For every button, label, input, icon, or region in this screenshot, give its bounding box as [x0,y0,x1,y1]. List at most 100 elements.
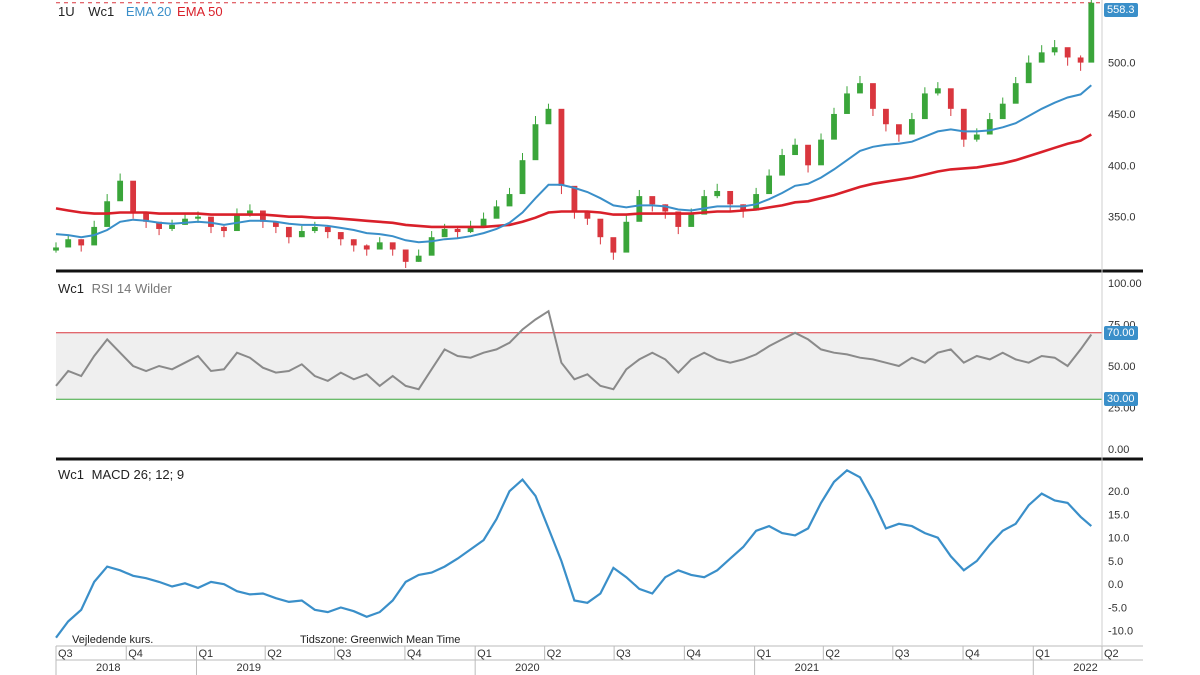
last-price-tag: 558.3 [1104,3,1138,17]
candle [117,173,124,202]
macd-tick-label: 15.0 [1108,509,1129,521]
candle-body [701,196,708,215]
candle-body [1025,62,1032,84]
candle-body [688,214,695,227]
rsi-lower-tag: 30.00 [1104,392,1138,406]
candle-body [805,144,811,166]
candle [870,83,876,117]
candle [363,244,370,256]
candle-body [208,216,214,227]
rsi-band [56,332,1102,400]
symbol-label[interactable]: Wc1 [88,4,115,19]
candle [1038,45,1045,63]
candle-body [999,103,1006,120]
macd-indicator-label[interactable]: MACD 26; 12; 9 [91,467,185,482]
candle-body [623,221,630,253]
rsi-legend: Wc1 RSI 14 Wilder [58,281,172,296]
candle [558,108,565,195]
candle [960,108,967,147]
time-axis[interactable]: Q3 Q4 Q1 Q2 Q3 Q4 Q1 Q2 Q3 Q4 Q1 Q2 Q3 Q4 Q1 Q2 2018 2019… [55,645,1143,675]
ema50-legend[interactable]: EMA 50 [177,4,223,19]
quarter-label: Q2 [825,648,840,660]
ema20-legend[interactable]: EMA 20 [125,4,172,19]
candle [934,82,941,96]
candle-body [883,108,889,125]
candle-body [117,180,124,202]
candle [883,108,889,132]
quarter-label: Q2 [1104,648,1119,660]
macd-tick-label: 20.0 [1108,486,1129,498]
macd-panel[interactable]: -10.0 -5.0 0.0 5.0 10.0 15.0 20.0 [55,468,1133,639]
candle-body [571,185,578,212]
candle [727,190,734,212]
candle-body [260,210,266,222]
candle-body [350,239,357,246]
candle-body [636,196,643,222]
candle-body [506,194,513,207]
candle-body [480,218,487,227]
candle [285,226,292,244]
candle [156,221,162,236]
candle-body [1064,47,1071,58]
candle-body [65,239,72,248]
candle-body [597,218,604,238]
candle [311,221,318,234]
quarter-label: Q1 [757,648,772,660]
candle [545,103,552,125]
ema20-line [55,84,1092,244]
candle-body [921,93,928,120]
candle-body [493,206,500,219]
candle [104,194,111,227]
candle [337,232,344,246]
candle [753,187,760,211]
candle [78,239,85,252]
rsi-tick-label: 0.00 [1108,444,1129,456]
candle [896,124,902,142]
candle-body [428,237,435,256]
candle [623,215,630,253]
timezone-text: Tidszone: Greenwich Mean Time [300,634,461,646]
candle-body [221,226,227,232]
candle-body [376,242,383,250]
macd-tick-label: -10.0 [1108,626,1133,638]
candle-body [662,204,669,212]
candle [818,133,824,166]
candle [1077,55,1084,71]
year-label: 2021 [795,662,819,674]
year-label: 2022 [1073,662,1097,674]
price-tick-label: 450.0 [1108,109,1136,121]
candle-body [947,88,954,109]
price-legend: 1U Wc1 EMA 20 EMA 50 [58,4,223,19]
disclaimer-text: Vejledende kurs. [72,634,154,646]
candle-body [753,194,760,211]
candle [857,75,863,94]
candle [272,221,279,234]
candle-body [973,134,980,140]
candle-body [53,247,59,251]
candle-body [714,190,721,197]
candle [986,112,993,135]
macd-tick-label: 0.0 [1108,579,1123,591]
candle-body [156,221,162,229]
candle-body [467,226,474,233]
candle [701,189,708,215]
candle [480,212,487,227]
candle [1064,47,1071,66]
candle-body [896,124,902,135]
candle-body [441,228,448,238]
interval-label[interactable]: 1U [58,4,75,19]
candle-body [1077,57,1084,63]
quarter-label: Q3 [337,648,352,660]
candle-body [247,210,253,215]
candle [571,185,578,219]
rsi-indicator-label[interactable]: RSI 14 Wilder [91,281,172,296]
macd-symbol-label: Wc1 [58,467,84,482]
candle-body [558,108,565,186]
candle [221,225,227,238]
candle-body [908,119,915,135]
price-tick-label: 350.0 [1108,212,1136,224]
candle [493,200,500,219]
candle-body [324,226,331,233]
